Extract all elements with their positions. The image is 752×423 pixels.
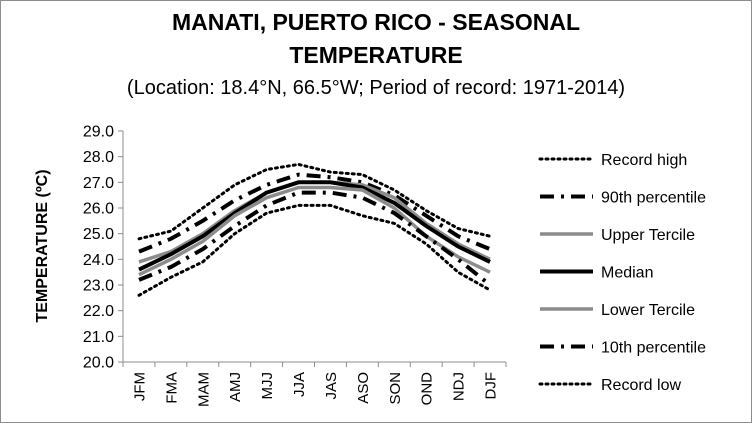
legend-label-median: Median bbox=[601, 265, 653, 282]
x-tick-label: ASO bbox=[355, 372, 372, 404]
legend-label-90th-percentile: 90th percentile bbox=[601, 190, 706, 207]
x-tick-label: NDJ bbox=[451, 372, 468, 401]
x-tick-label: OND bbox=[419, 372, 436, 406]
y-tick-label: 20.0 bbox=[83, 355, 114, 372]
legend-label-lower-tercile: Lower Tercile bbox=[601, 302, 695, 319]
legend-label-record-low: Record low bbox=[601, 377, 681, 394]
x-tick-label: SON bbox=[387, 372, 404, 405]
y-tick-label: 27.0 bbox=[83, 175, 114, 192]
series-lines bbox=[137, 162, 492, 297]
y-tick-labels: 20.0 21.0 22.0 23.0 24.0 25.0 26.0 27.0 28.0 29.0 bbox=[83, 124, 114, 372]
x-tick-label: JAS bbox=[323, 372, 340, 400]
legend-label-10th-percentile: 10th percentile bbox=[601, 340, 706, 357]
x-tick-label: FMA bbox=[163, 372, 180, 404]
y-tick-label: 26.0 bbox=[83, 201, 114, 218]
y-tick-label: 22.0 bbox=[83, 303, 114, 320]
chart-title-line2: TEMPERATURE bbox=[289, 42, 463, 68]
legend-label-record-high: Record high bbox=[601, 152, 687, 169]
legend-label-upper-tercile: Upper Tercile bbox=[601, 227, 695, 244]
x-tick-label: MJJ bbox=[259, 372, 276, 400]
y-tick-label: 23.0 bbox=[83, 278, 114, 295]
x-tick-label: JJA bbox=[291, 372, 308, 397]
legend: Record high 90th percentile Upper Tercile M… bbox=[538, 152, 706, 394]
series-line-10th-percentile bbox=[138, 190, 492, 287]
series-line-record-low bbox=[137, 203, 492, 297]
y-axis-label: TEMPERATURE (ºC) bbox=[34, 169, 51, 322]
series-line-lower-tercile bbox=[138, 185, 491, 277]
y-tick-label: 24.0 bbox=[83, 252, 114, 269]
y-tick-label: 29.0 bbox=[83, 124, 114, 141]
chart-subtitle: (Location: 18.4°N, 66.5°W; Period of rec… bbox=[126, 77, 626, 99]
series-line-record-high bbox=[137, 162, 492, 241]
chart-title-line1: MANATI, PUERTO RICO - SEASONAL bbox=[171, 9, 581, 35]
x-tick-label: AMJ bbox=[227, 372, 244, 402]
x-tick-label: MAM bbox=[195, 372, 212, 407]
chart-axes bbox=[118, 130, 507, 367]
y-tick-label: 28.0 bbox=[83, 149, 114, 166]
x-tick-label: JFM bbox=[131, 372, 148, 401]
x-tick-labels: JFM FMA MAM AMJ MJJ JJA JAS ASO SON OND NDJ DJF bbox=[131, 372, 499, 407]
x-tick-label: DJF bbox=[483, 372, 500, 400]
y-tick-label: 25.0 bbox=[83, 226, 114, 243]
series-line-median bbox=[138, 180, 491, 272]
series-line-90th-percentile bbox=[138, 172, 491, 254]
y-tick-label: 21.0 bbox=[83, 329, 114, 346]
